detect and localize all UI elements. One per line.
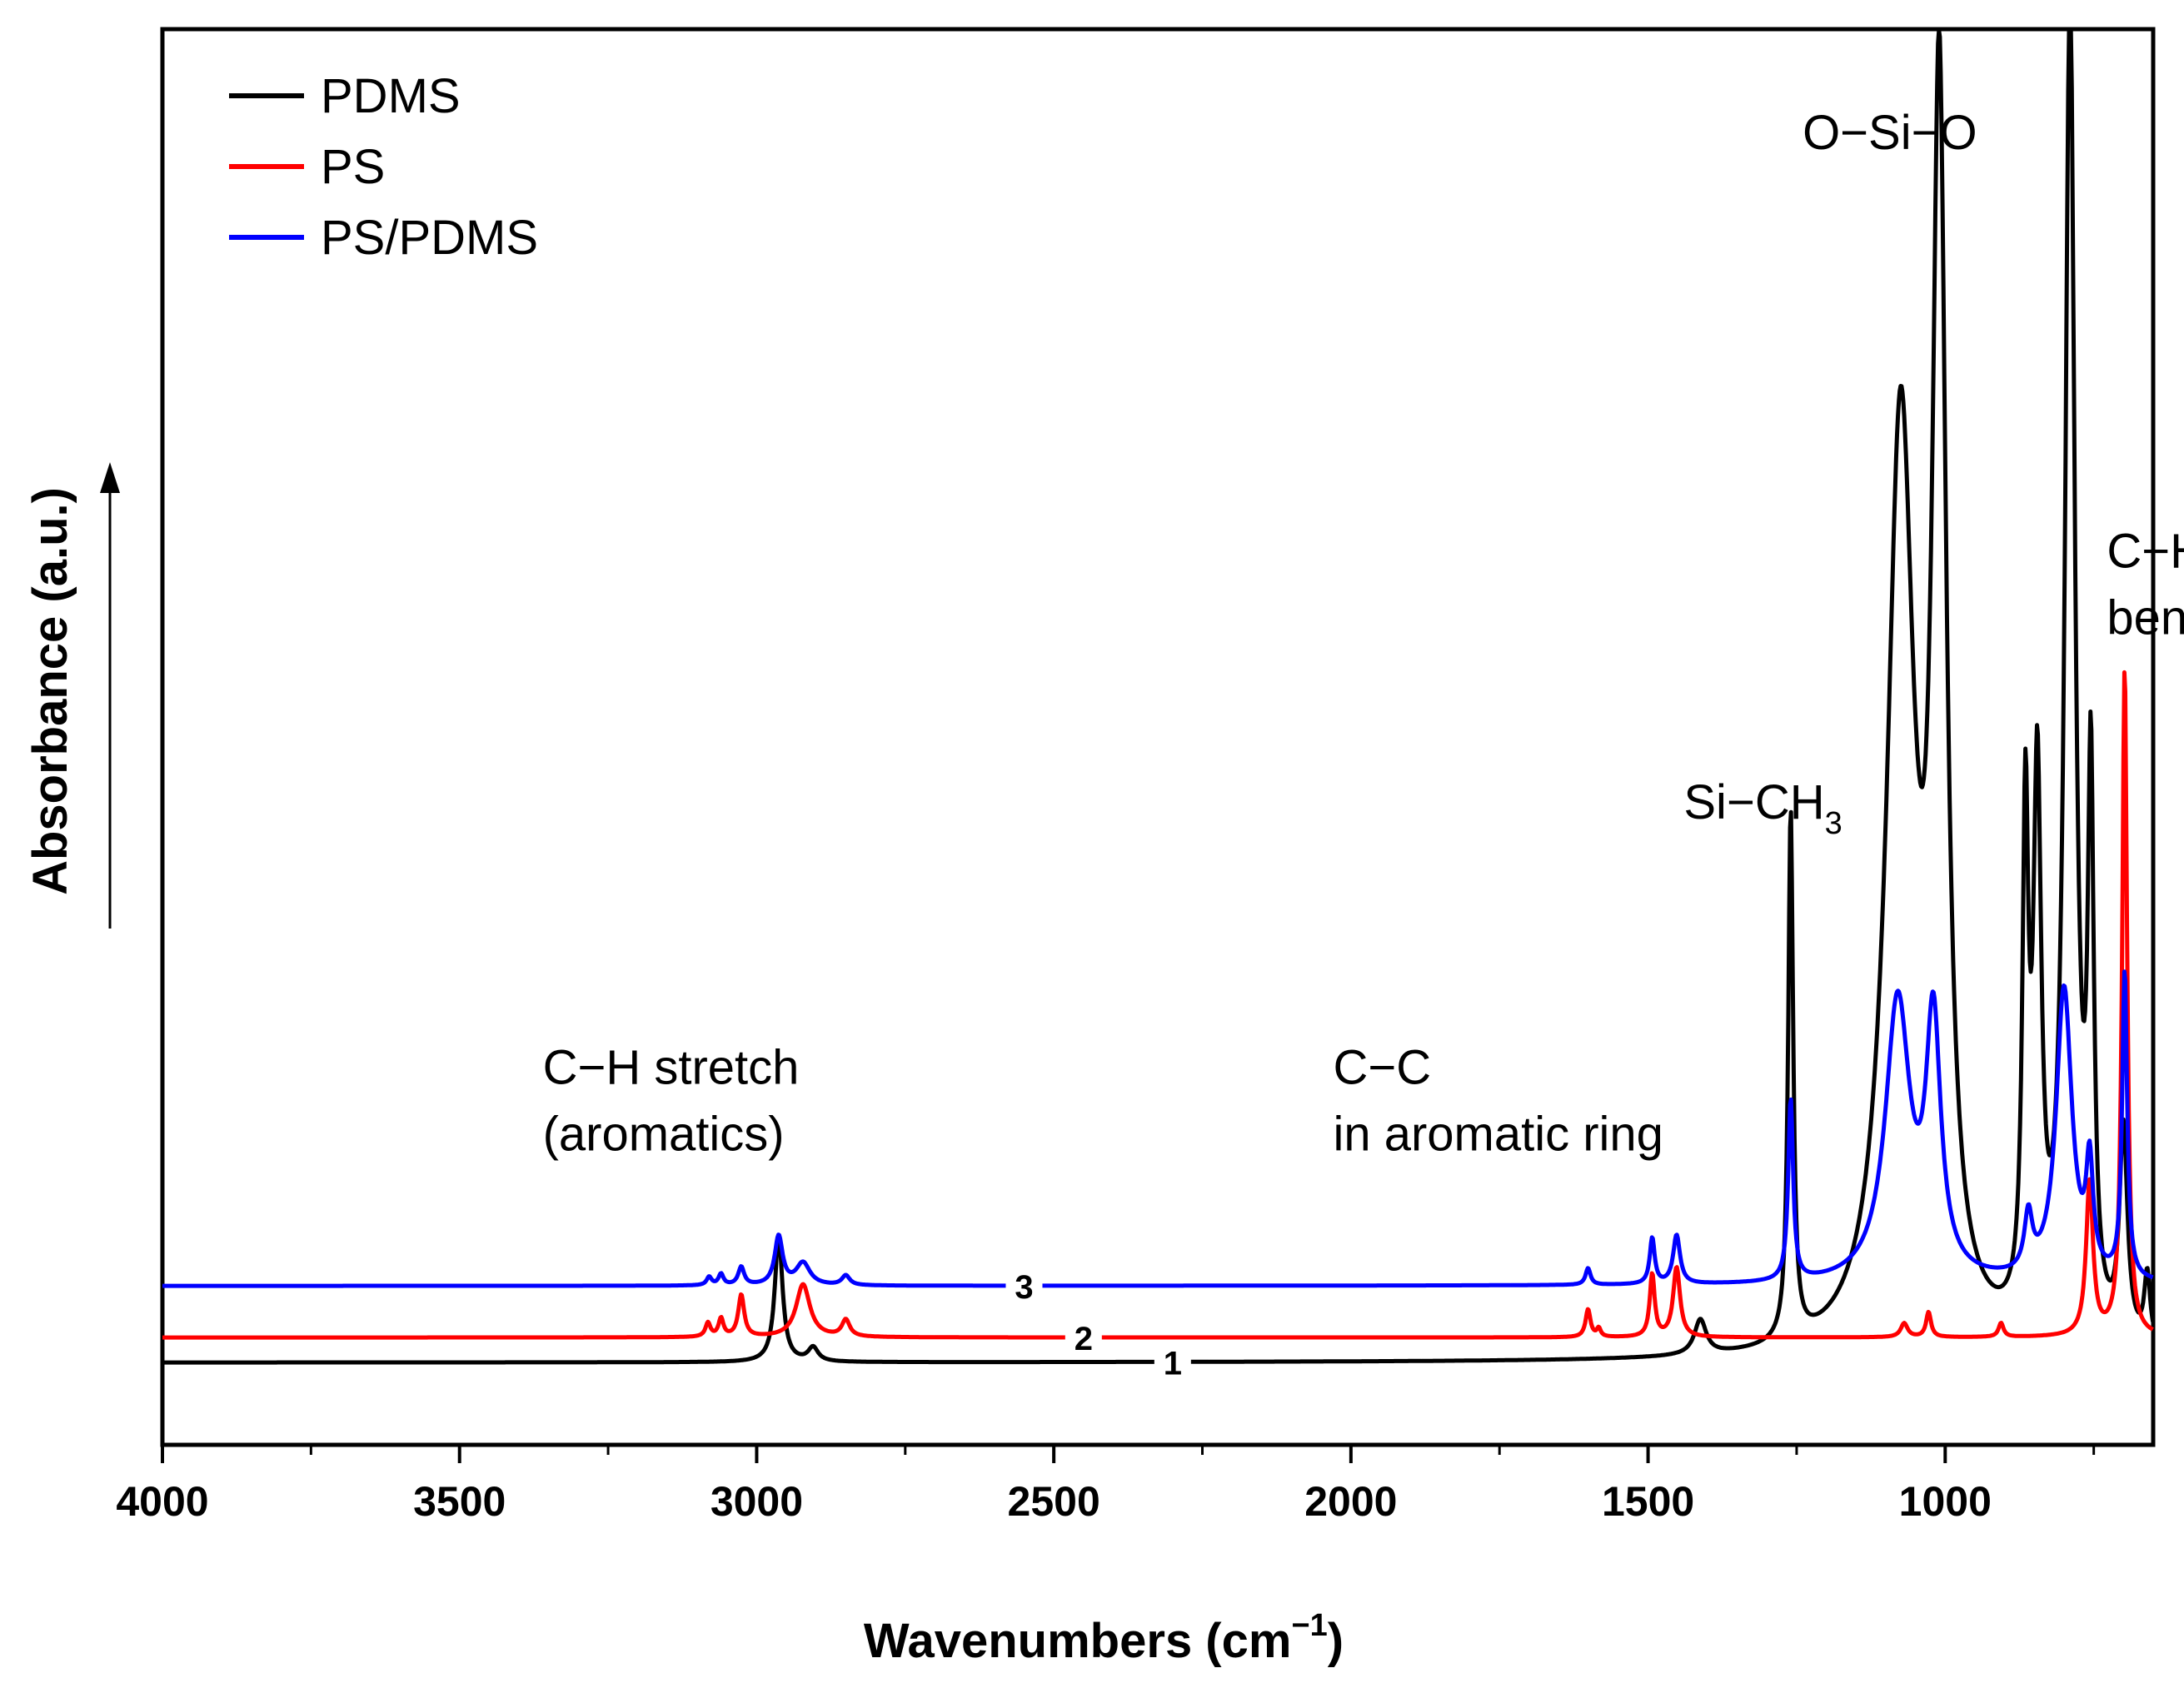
legend-label: PDMS — [321, 69, 461, 123]
x-tick-label: 2000 — [1304, 1478, 1397, 1525]
annotation-cc-ring-line: in aromatic ring — [1333, 1107, 1663, 1161]
series-line-ps-pdms — [161, 969, 2155, 1288]
curve-label: 3 — [1015, 1269, 1033, 1306]
y-axis-arrow-icon — [100, 462, 120, 493]
x-axis-title: Wavenumbers (cm−1) — [864, 1608, 1344, 1668]
x-tick-label: 3500 — [413, 1478, 506, 1525]
legend-label: PS — [321, 140, 385, 194]
x-axis-title-close: ) — [1328, 1614, 1344, 1668]
annotation-ch-bend-line: bend — [2107, 591, 2184, 645]
annotation-si-ch3: Si−CH3 — [1683, 775, 1842, 841]
peak-annotations: C−H stretch (aromatics) C−C in aromatic rin… — [543, 106, 2184, 1161]
y-axis-title: Absorbance (a.u.) — [23, 487, 77, 895]
annotation-o-si-o-text: O−Si−O — [1803, 106, 1977, 160]
annotation-si-ch3-text: Si−CH — [1683, 775, 1824, 829]
series-line-ps — [161, 670, 2155, 1340]
legend-label: PS/PDMS — [321, 211, 538, 265]
annotation-ch-stretch-line: (aromatics) — [543, 1107, 785, 1161]
curve-label: 1 — [1164, 1345, 1182, 1382]
curve-label-bg — [1065, 1319, 1102, 1357]
annotation-cc-ring-line: C−C — [1333, 1040, 1431, 1094]
curve-labels: 1 2 3 — [1005, 1267, 1191, 1382]
x-axis-title-superscript: −1 — [1291, 1608, 1327, 1643]
x-tick-label: 1500 — [1602, 1478, 1694, 1525]
plot-frame — [160, 27, 2156, 1447]
x-tick-label: 2500 — [1008, 1478, 1100, 1525]
x-tick-label: 4000 — [116, 1478, 208, 1525]
legend: PDMS PS PS/PDMS — [229, 69, 538, 265]
annotation-ch-bend-line: C−H — [2107, 525, 2184, 579]
annotation-o-si-o: O−Si−O — [1803, 106, 1977, 160]
curve-label: 2 — [1075, 1321, 1093, 1357]
x-axis-title-text: Wavenumbers (cm — [864, 1614, 1292, 1668]
annotation-si-ch3-subscript: 3 — [1825, 806, 1842, 841]
annotation-ch-stretch-line: C−H stretch — [543, 1040, 800, 1094]
x-axis-tick-labels: 4000 3500 3000 2500 2000 1500 1000 — [116, 1478, 1992, 1525]
x-tick-label: 3000 — [711, 1478, 803, 1525]
curve-label-bg — [1005, 1267, 1043, 1304]
x-axis-ticks — [161, 1445, 2096, 1463]
x-tick-label: 1000 — [1899, 1478, 1992, 1525]
curve-label-bg — [1154, 1343, 1191, 1381]
